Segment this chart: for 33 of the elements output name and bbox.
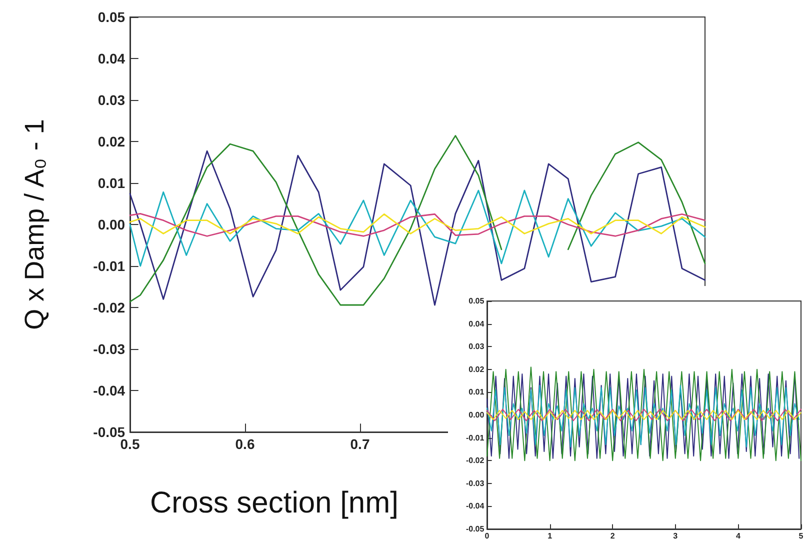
y-tick-label: 0.02 — [98, 134, 126, 150]
y-tick-label: -0.03 — [93, 341, 126, 357]
y-tick-label: 0.01 — [468, 388, 485, 397]
x-tick-label: 2 — [610, 531, 616, 540]
x-tick-label: 0.7 — [350, 436, 370, 452]
x-tick-label: 1 — [548, 531, 553, 540]
y-tick-label: 0.05 — [98, 9, 126, 25]
y-tick-label: 0.01 — [98, 175, 126, 191]
y-tick-label: 0.03 — [98, 92, 126, 108]
y-tick-label: 0.02 — [468, 364, 485, 374]
x-tick-label: 4 — [736, 531, 741, 540]
y-tick-label: -0.02 — [93, 300, 126, 316]
y-tick-label: 0.04 — [468, 319, 485, 328]
x-tick-label: 0 — [484, 531, 490, 540]
line-series — [486, 384, 800, 448]
y-tick-label: 0.05 — [468, 296, 485, 306]
y-tick-label: 0.04 — [98, 50, 126, 66]
y-tick-label: -0.04 — [466, 502, 485, 511]
x-tick-label: 0.6 — [235, 436, 255, 452]
y-tick-label: 0.00 — [468, 410, 485, 420]
y-tick-label: -0.01 — [93, 258, 126, 274]
y-axis-title: Q x Damp / A₀ - 1 — [20, 119, 50, 330]
y-tick-label: -0.01 — [466, 433, 485, 442]
line-series — [129, 190, 706, 267]
x-axis-title: Cross section [nm] — [150, 486, 398, 520]
y-tick-label: -0.02 — [466, 456, 485, 466]
y-tick-label: -0.03 — [466, 478, 485, 488]
x-tick-label: 3 — [673, 531, 678, 540]
y-tick-label: -0.05 — [466, 524, 485, 534]
y-tick-label: 0.00 — [98, 216, 126, 232]
x-tick-label: 5 — [798, 531, 804, 540]
y-tick-label: 0.03 — [468, 342, 485, 352]
y-tick-label: -0.04 — [93, 382, 126, 398]
